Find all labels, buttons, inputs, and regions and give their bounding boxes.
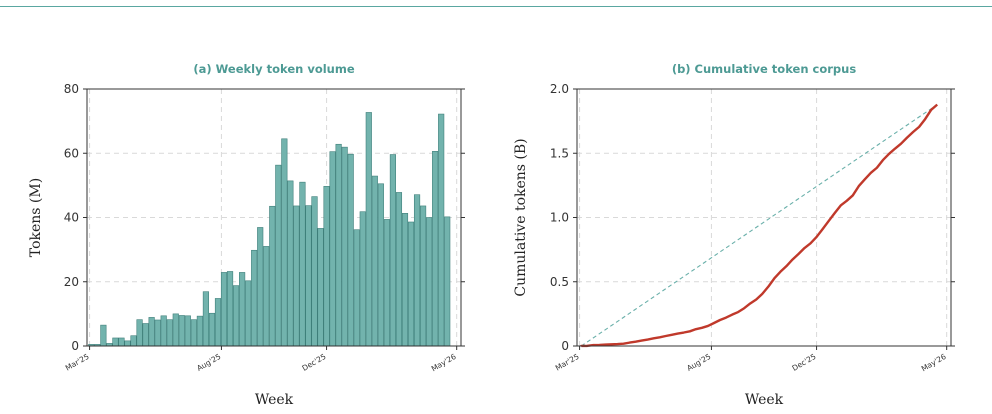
y-axis: 0 20 40 60 80 — [64, 82, 465, 353]
bar — [100, 324, 107, 347]
bar — [401, 213, 409, 347]
bar — [281, 138, 288, 347]
bar — [311, 196, 318, 347]
bar — [214, 298, 222, 347]
bar — [190, 319, 197, 347]
x-axis-label: Week — [745, 392, 784, 408]
gridlines — [577, 88, 951, 347]
data-marks — [88, 112, 451, 347]
x-tick-label: May'26 — [430, 352, 458, 373]
data-marks — [580, 103, 938, 348]
bar — [245, 280, 252, 347]
y-tick-label: 2.0 — [550, 82, 569, 96]
x-tick-label: Aug'25 — [685, 352, 712, 373]
bar — [383, 219, 390, 347]
panel-cumulative-corpus: 0 0.5 1.0 1.5 2.0 Mar'25 Aug'25 Dec'25 May'26 (b)… — [513, 62, 955, 408]
bar — [166, 319, 173, 347]
bar — [178, 315, 185, 347]
bar — [389, 154, 396, 347]
bar — [329, 151, 336, 347]
bar — [263, 246, 270, 347]
bar — [239, 272, 246, 347]
bar — [148, 317, 155, 347]
bar — [395, 192, 403, 347]
bar — [371, 175, 378, 347]
x-tick-label: May'26 — [920, 352, 948, 373]
bar — [359, 211, 366, 347]
y-axis-label: Cumulative tokens (B) — [513, 138, 529, 296]
bar — [233, 285, 240, 347]
bar — [413, 194, 421, 347]
cumulative-line — [580, 103, 938, 348]
y-tick-label: 1.5 — [550, 146, 569, 160]
bar — [432, 151, 439, 347]
bar — [118, 337, 125, 347]
x-axis: Mar'25 Aug'25 Dec'25 May'26 — [554, 346, 948, 373]
y-tick-label: 40 — [64, 211, 79, 225]
bar — [335, 143, 342, 347]
bar — [323, 186, 330, 347]
bar — [160, 315, 167, 347]
bar — [426, 217, 433, 347]
bar — [220, 272, 228, 347]
y-axis: 0 0.5 1.0 1.5 2.0 — [550, 82, 955, 353]
bar — [377, 183, 384, 347]
x-axis: Mar'25 Aug'25 Dec'25 May'26 — [64, 346, 458, 373]
chart-title: (a) Weekly token volume — [193, 62, 354, 76]
bar — [172, 313, 179, 347]
linear-reference-line — [581, 104, 938, 347]
bar — [257, 227, 264, 347]
bar — [293, 205, 300, 347]
bar — [202, 291, 209, 347]
x-tick-label: Mar'25 — [64, 352, 91, 373]
bar — [275, 164, 282, 347]
chart-title: (b) Cumulative token corpus — [672, 62, 857, 76]
bar — [251, 249, 258, 347]
bar — [347, 153, 354, 347]
bar — [365, 112, 372, 347]
bar — [136, 319, 143, 347]
bar — [407, 221, 415, 347]
bar — [208, 312, 216, 347]
x-tick-label: Aug'25 — [195, 352, 222, 373]
bar — [196, 315, 203, 347]
bar — [341, 146, 348, 347]
bar — [287, 180, 294, 347]
bar — [305, 205, 312, 347]
y-tick-label: 0 — [71, 339, 79, 353]
y-axis-label: Tokens (M) — [28, 178, 44, 257]
bar — [317, 228, 324, 347]
bar — [184, 315, 191, 347]
bar — [353, 229, 360, 347]
x-tick-label: Dec'25 — [790, 352, 817, 373]
bar — [444, 216, 451, 347]
y-tick-label: 20 — [64, 275, 79, 289]
x-tick-label: Dec'25 — [300, 352, 327, 373]
y-tick-label: 60 — [64, 146, 79, 160]
bar — [124, 340, 131, 347]
y-tick-label: 1.0 — [550, 211, 569, 225]
bar — [142, 323, 149, 347]
bar — [299, 181, 306, 347]
y-tick-label: 0.5 — [550, 275, 569, 289]
bar — [438, 113, 445, 347]
x-tick-label: Mar'25 — [554, 352, 581, 373]
bar — [112, 337, 119, 347]
y-tick-label: 0 — [561, 339, 569, 353]
y-tick-label: 80 — [64, 82, 79, 96]
bar — [154, 319, 161, 347]
bar — [130, 335, 137, 347]
bar — [226, 271, 234, 347]
bar — [420, 205, 427, 347]
bar — [269, 205, 276, 347]
panel-weekly-volume: 0 20 40 60 80 Mar'25 Aug'25 Dec'25 May'26 (a) Wee… — [28, 62, 465, 408]
x-axis-label: Week — [255, 392, 294, 408]
